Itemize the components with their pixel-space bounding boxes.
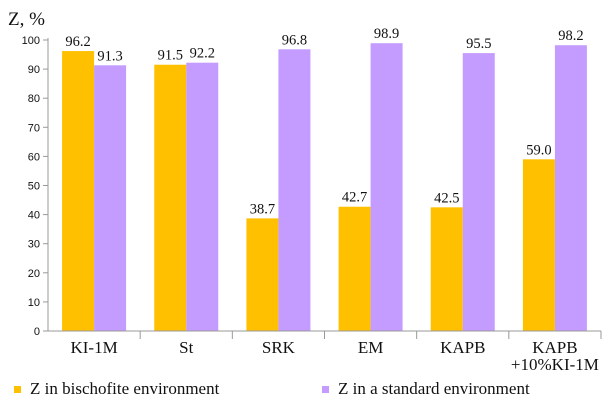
y-tick-label: 40: [28, 210, 40, 222]
y-tick-label: 90: [28, 64, 40, 76]
data-label: 98.2: [558, 28, 583, 44]
bar: [338, 206, 371, 331]
data-label: 42.5: [434, 190, 459, 206]
data-label: 92.2: [190, 46, 215, 62]
y-tick-label: 50: [28, 181, 40, 193]
y-tick-label: 0: [34, 326, 40, 338]
category-label: SRK: [262, 338, 296, 357]
bar: [246, 218, 279, 331]
bar: [62, 51, 95, 332]
category-label: St: [179, 338, 193, 357]
y-tick-label: 70: [28, 122, 40, 134]
legend: Z in bischofite environment Z in a standa…: [14, 379, 530, 398]
bar: [154, 64, 187, 332]
data-label: 91.3: [97, 48, 122, 64]
bar: [430, 207, 463, 331]
bar: [94, 65, 127, 331]
bar: [462, 53, 495, 331]
y-tick-label: 60: [28, 151, 40, 163]
bar: [370, 43, 403, 332]
data-label: 96.2: [65, 34, 90, 50]
y-tick-label: 100: [22, 35, 40, 47]
category-labels: KI-1M St SRK EM KAPB KAPB+10%KI-1M: [70, 338, 598, 374]
category-label: EM: [358, 338, 384, 357]
legend-swatch: [322, 386, 329, 393]
y-tick-label: 20: [28, 268, 40, 280]
value-labels: 96.2 91.3 91.5 92.2 38.7 96.8 42.7 98.9 42.5 95.5…: [65, 26, 583, 217]
data-label: 96.8: [282, 32, 307, 48]
bar: [554, 45, 587, 331]
bar: [278, 49, 311, 331]
y-axis-ticks: 0 10 20 30 40 50 60 70 80 90 100: [22, 35, 48, 338]
y-axis-label: Z, %: [8, 9, 45, 30]
bars: [62, 43, 587, 332]
y-tick-label: 10: [28, 297, 40, 309]
legend-entry: Z in bischofite environment: [30, 379, 220, 398]
y-tick-label: 80: [28, 93, 40, 105]
legend-swatch: [14, 386, 21, 393]
data-label: 98.9: [374, 26, 399, 42]
category-label: KAPB: [440, 338, 485, 357]
data-label: 42.7: [342, 190, 367, 206]
axes: [47, 38, 602, 339]
y-tick-label: 30: [28, 239, 40, 251]
legend-entry: Z in a standard environment: [338, 379, 530, 398]
data-label: 59.0: [526, 142, 551, 158]
category-label: +10%KI-1M: [511, 355, 599, 374]
data-label: 91.5: [158, 48, 183, 64]
category-label: KI-1M: [70, 338, 117, 357]
data-label: 95.5: [466, 36, 491, 52]
bar: [186, 62, 219, 331]
category-label: KAPB: [532, 338, 577, 357]
data-label: 38.7: [250, 201, 275, 217]
bar: [522, 159, 555, 331]
